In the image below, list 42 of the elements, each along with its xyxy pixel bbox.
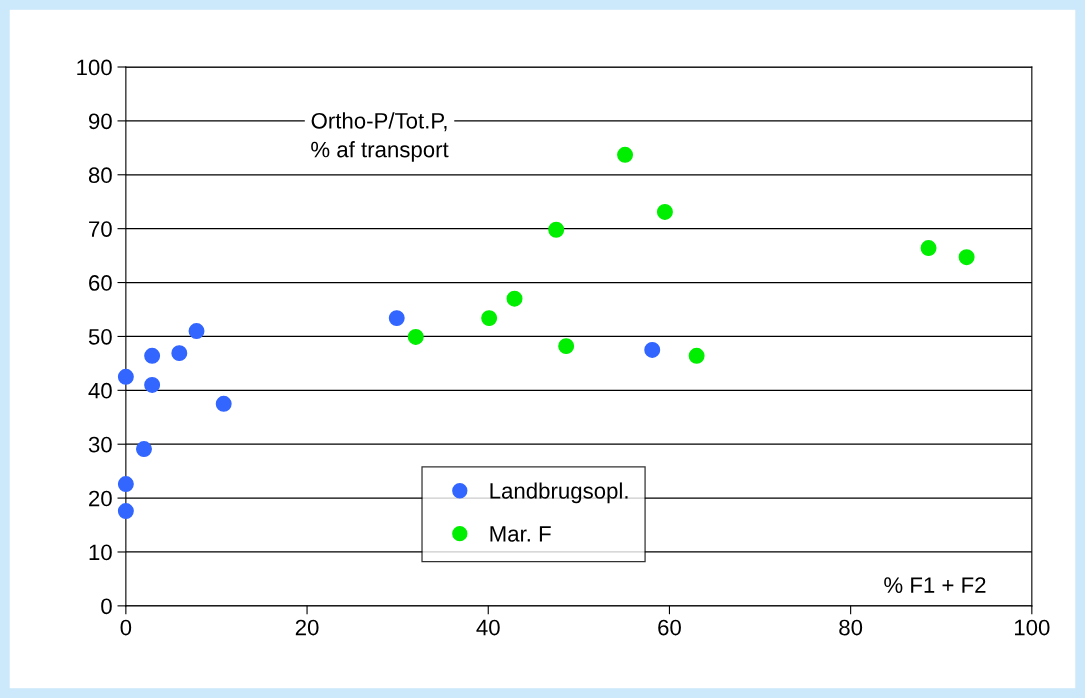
- legend-label: Mar. F: [490, 526, 551, 542]
- point: [481, 310, 498, 327]
- x-tick-label: 0: [120, 619, 132, 636]
- x-tick-label: 100: [1014, 619, 1050, 636]
- point: [644, 341, 661, 358]
- y-tick-label: 30: [88, 436, 112, 453]
- y-tick-label: 50: [88, 328, 112, 345]
- point: [617, 146, 634, 163]
- x-tick-label: 40: [476, 619, 500, 636]
- point: [920, 240, 937, 257]
- y-tick-label: 80: [88, 167, 112, 184]
- y-tick-label: 20: [89, 490, 112, 507]
- y-tick-label: 10: [89, 544, 112, 561]
- point: [117, 368, 134, 385]
- x-tick-label: 80: [839, 619, 863, 636]
- point: [215, 395, 232, 412]
- point: [144, 347, 161, 364]
- point: [117, 503, 134, 520]
- x-tick-label: 60: [658, 619, 681, 636]
- x-axis-title: % F1 + F2: [884, 577, 986, 593]
- point: [144, 376, 161, 393]
- point: [688, 347, 705, 364]
- point: [388, 310, 405, 327]
- y-tick-label: 70: [89, 221, 112, 237]
- y-tick-label: 100: [77, 59, 112, 76]
- y-tick-label: 0: [101, 598, 112, 615]
- point: [958, 249, 975, 266]
- point: [558, 338, 575, 355]
- y-tick-label: 40: [88, 382, 112, 399]
- x-tick-label: 20: [295, 619, 319, 636]
- y-axis-title: Ortho-P/Tot.P, % af transport: [311, 112, 449, 162]
- point: [117, 476, 134, 493]
- legend-label: Landbrugsopl.: [490, 482, 628, 504]
- point: [407, 328, 424, 345]
- y-tick-label: 90: [88, 113, 112, 130]
- point: [506, 290, 523, 307]
- y-tick-label: 60: [89, 275, 112, 291]
- point: [188, 323, 205, 340]
- point: [136, 441, 152, 458]
- point: [656, 203, 673, 220]
- point: [171, 345, 188, 362]
- point: [548, 221, 565, 238]
